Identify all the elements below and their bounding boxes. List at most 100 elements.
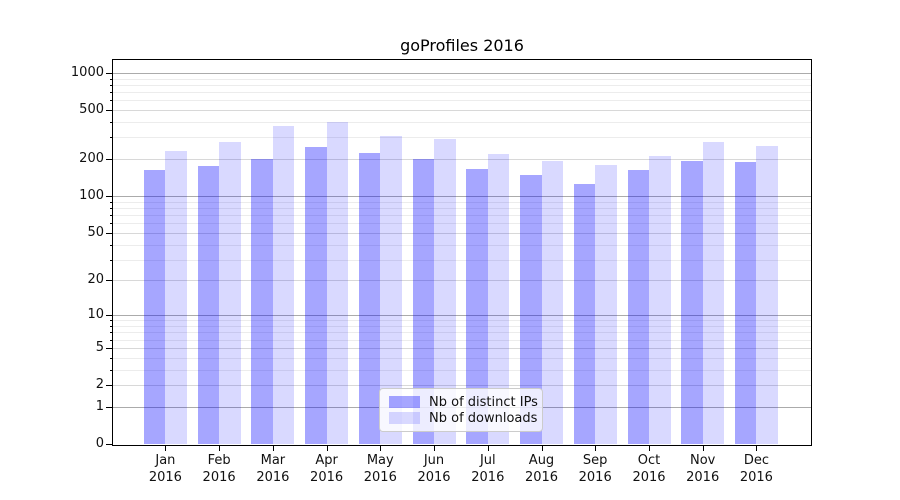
gridline-minor-900 [113,78,811,80]
bar-distinct-ips [466,169,488,444]
bar-distinct-ips [681,161,703,444]
gridline-minor-70 [113,215,811,216]
ytick-label-2: 2 [95,377,104,392]
ytick-mark-minor-300 [109,137,113,139]
xtick-month: Jan [155,453,176,468]
xtick-year: 2016 [578,470,612,485]
ytick-mark-200 [106,159,113,161]
gridline-minor-600 [113,100,811,102]
xtick-month: Feb [207,453,231,468]
gridline-minor-800 [113,84,811,86]
legend-label-distinct-ips: Nb of distinct IPs [429,394,538,410]
ytick-mark-0 [106,444,113,445]
gridline-minor-90 [113,201,811,203]
xtick-label-mar: Mar 2016 [233,452,313,486]
ytick-mark-minor-70 [109,215,113,216]
ytick-mark-1000 [106,72,113,74]
legend-label-downloads: Nb of downloads [429,410,538,426]
ytick-mark-minor-3 [109,369,113,371]
ytick-mark-10 [106,315,113,317]
bar-downloads [756,145,778,444]
ytick-mark-minor-800 [109,84,113,86]
bar-distinct-ips [358,153,381,444]
ytick-mark-minor-9 [109,320,113,322]
gridline-minor-60 [113,223,811,225]
xtick-label-dec: Dec 2016 [716,452,796,486]
gridline-500 [113,110,811,111]
bar-distinct-ips [734,161,757,444]
bar-downloads [380,135,402,444]
gridline-20 [113,280,811,282]
gridline-10 [113,315,811,317]
bar-downloads [434,139,456,444]
ytick-mark-20 [106,280,113,282]
xtick-month: Oct [637,453,661,468]
ytick-label-100: 100 [79,188,104,204]
xtick-label-jan: Jan 2016 [125,452,205,486]
plot-area [112,59,812,446]
ytick-mark-minor-7 [109,332,113,334]
ytick-mark-minor-60 [109,223,113,225]
bar-downloads [595,164,617,444]
gridline-minor-700 [113,92,811,93]
xtick-mark-apr [326,445,328,451]
xtick-mark-feb [219,445,221,451]
gridline-minor-40 [113,244,811,246]
bar-downloads [165,151,187,444]
xtick-mark-jan [165,445,167,451]
xtick-mark-jul [487,445,489,451]
ytick-label-0: 0 [95,436,104,451]
ytick-label-5: 5 [95,339,104,355]
gridline-5 [113,347,811,349]
ytick-mark-minor-4 [109,357,113,359]
ytick-mark-minor-40 [109,244,113,246]
xtick-month: Aug [528,453,555,468]
ytick-label-20: 20 [87,272,104,288]
gridline-minor-30 [113,259,811,261]
ytick-mark-minor-6 [109,339,113,341]
gridline-2 [113,385,811,386]
bar-distinct-ips [143,170,166,444]
xtick-label-aug: Aug 2016 [502,452,582,486]
ytick-mark-minor-900 [109,78,113,80]
xtick-month: Nov [690,453,716,468]
bar-distinct-ips [412,159,434,444]
ytick-mark-100 [106,196,113,198]
legend-swatch-distinct-ips [389,396,420,408]
ytick-label-500: 500 [79,102,104,117]
xtick-label-oct: Oct 2016 [609,452,689,486]
xtick-mark-jun [434,445,435,451]
bar-downloads [487,154,510,444]
bar-distinct-ips [627,169,649,444]
bar-distinct-ips [251,159,273,444]
gridline-minor-3 [113,369,811,371]
xtick-month: Sep [582,453,608,468]
bar-downloads [272,126,295,444]
ytick-mark-minor-8 [109,326,113,327]
bar-downloads [326,122,349,444]
xtick-month: Jul [479,453,496,468]
ytick-mark-1 [106,406,113,408]
xtick-mark-nov [702,445,704,451]
xtick-year: 2016 [632,470,666,485]
xtick-month: Jun [423,453,445,468]
gridline-50 [113,232,811,234]
xtick-year: 2016 [417,470,451,485]
chart-title: goProfiles 2016 [400,36,524,55]
gridline-minor-7 [113,332,811,334]
ytick-mark-2 [106,385,113,386]
legend-row: Nb of distinct IPs [389,394,538,410]
gridline-minor-9 [113,320,811,322]
xtick-year: 2016 [739,470,773,485]
gridline-1000 [113,72,811,74]
legend: Nb of distinct IPs Nb of downloads [379,388,543,432]
ytick-mark-minor-90 [109,201,113,203]
bar-distinct-ips [305,146,327,444]
ytick-mark-minor-600 [109,100,113,102]
xtick-year: 2016 [363,470,397,485]
xtick-label-jun: Jun 2016 [394,452,474,486]
gridline-minor-300 [113,137,811,139]
ytick-mark-500 [106,110,113,111]
xtick-label-sep: Sep 2016 [555,452,635,486]
xtick-mark-mar [272,445,274,451]
